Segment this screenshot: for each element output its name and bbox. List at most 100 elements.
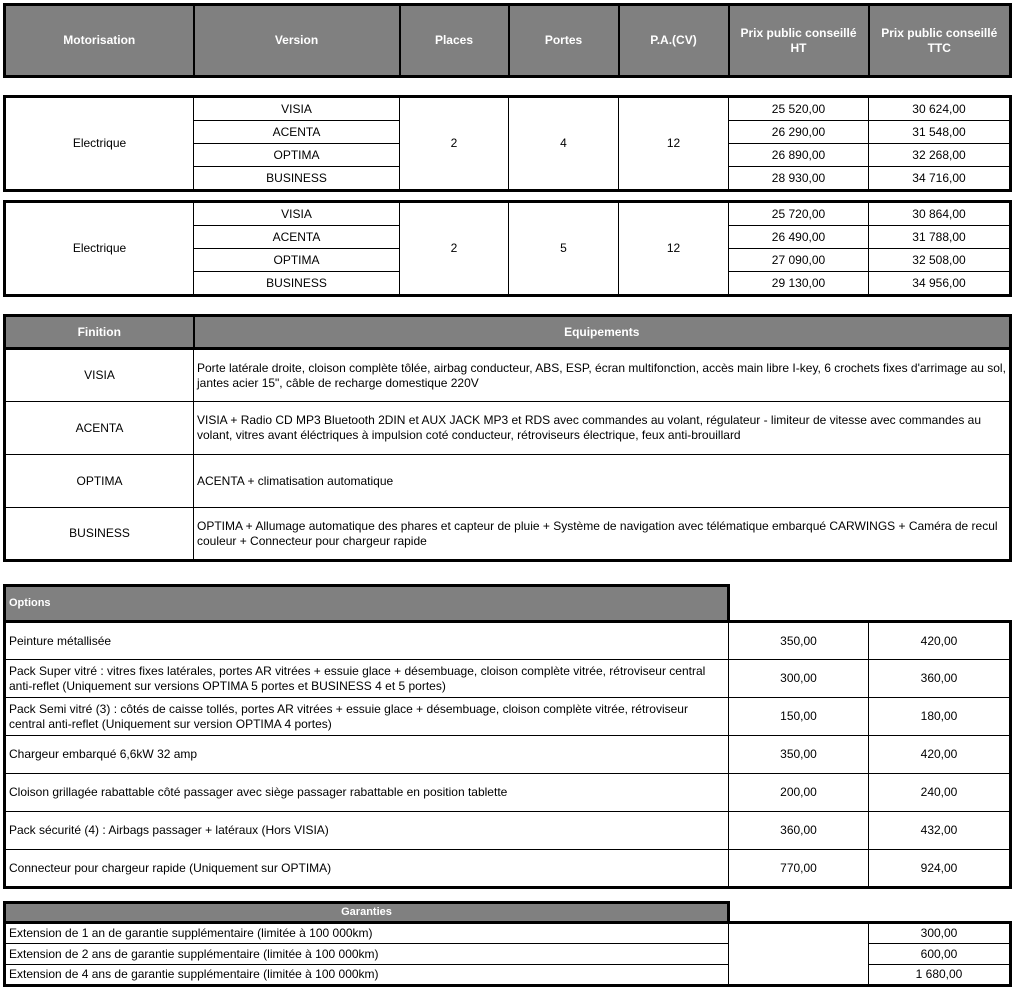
finition-cell: VISIA — [4, 348, 194, 402]
table-row: BUSINESS OPTIMA + Allumage automatique de… — [4, 507, 1011, 561]
option-ht: 350,00 — [728, 735, 869, 774]
option-label: Cloison grillagée rabattable côté passag… — [3, 773, 729, 812]
price-header-table: Motorisation Version Places Portes P.A.(… — [3, 3, 1012, 78]
table-row: OPTIMA ACENTA + climatisation automatique — [4, 454, 1011, 508]
col-portes: Portes — [507, 3, 620, 78]
equipements-cell: OPTIMA + Allumage automatique des phares… — [193, 507, 1011, 561]
price-ht-cell: 25 520,00 — [728, 96, 869, 121]
price-group-5-portes: Electrique VISIA 2 5 12 25 720,00 30 864,00 ACE… — [3, 200, 1012, 297]
finition-cell: ACENTA — [4, 401, 194, 455]
option-label: Pack sécurité (4) : Airbags passager + l… — [3, 811, 729, 850]
price-ttc-cell: 31 788,00 — [868, 225, 1011, 249]
garantie-label: Extension de 2 ans de garantie supplémen… — [3, 943, 729, 965]
option-ttc: 924,00 — [868, 849, 1012, 889]
col-prix-ttc: Prix public conseillé TTC — [867, 3, 1012, 78]
option-label: Peinture métallisée — [3, 620, 729, 660]
options-header: Options — [3, 584, 730, 623]
table-row: Pack sécurité (4) : Airbags passager + l… — [3, 811, 1012, 850]
table-row: Extension de 4 ans de garantie supplémen… — [3, 964, 1012, 987]
col-motorisation: Motorisation — [3, 3, 195, 78]
table-row: Electrique VISIA 2 5 12 25 720,00 30 864,00 — [4, 201, 1011, 296]
price-ttc-cell: 34 956,00 — [868, 271, 1011, 296]
option-ht: 360,00 — [728, 811, 869, 850]
price-ttc-cell: 30 624,00 — [868, 96, 1011, 121]
col-version: Version — [192, 3, 401, 78]
table-row: BUSINESS 29 130,00 34 956,00 — [5, 271, 1011, 296]
price-ht-cell: 26 490,00 — [728, 225, 869, 249]
table-row: Cloison grillagée rabattable côté passag… — [3, 773, 1012, 812]
table-row: ACENTA 26 290,00 31 548,00 — [5, 120, 1011, 144]
option-ttc: 240,00 — [868, 773, 1012, 812]
table-row: Pack Super vitré : vitres fixes latérale… — [3, 659, 1012, 698]
price-ht-cell: 26 290,00 — [728, 120, 869, 144]
equipements-cell: Porte latérale droite, cloison complète … — [193, 348, 1011, 402]
price-ht-cell: 26 890,00 — [728, 143, 869, 167]
finitions-table: Finition Equipements VISIA Porte latérale… — [3, 314, 1012, 562]
table-row: VISIA Porte latérale droite, cloison comp… — [4, 348, 1011, 402]
portes-cell: 4 — [508, 96, 619, 191]
price-ttc-cell: 32 508,00 — [868, 248, 1011, 272]
version-cell: VISIA — [193, 96, 400, 121]
option-label: Connecteur pour chargeur rapide (Uniquem… — [3, 849, 729, 889]
option-label: Pack Super vitré : vitres fixes latérale… — [3, 659, 729, 698]
option-ht: 300,00 — [728, 659, 869, 698]
price-ttc-cell: 32 268,00 — [868, 143, 1011, 167]
table-row: Chargeur embarqué 6,6kW 32 amp 350,00 420,… — [3, 735, 1012, 774]
option-ht: 350,00 — [728, 620, 869, 660]
garantie-ttc: 1 680,00 — [868, 964, 1012, 987]
option-ttc: 420,00 — [868, 735, 1012, 774]
price-ht-cell: 25 720,00 — [728, 201, 869, 226]
version-cell: BUSINESS — [193, 271, 400, 296]
equipements-cell: VISIA + Radio CD MP3 Bluetooth 2DIN et A… — [193, 401, 1011, 455]
table-row: Connecteur pour chargeur rapide (Uniquem… — [3, 849, 1012, 889]
blank — [728, 902, 1011, 923]
option-ttc: 180,00 — [868, 697, 1012, 736]
equipements-cell: ACENTA + climatisation automatique — [193, 454, 1011, 508]
places-cell: 2 — [399, 201, 509, 296]
col-equipements: Equipements — [192, 314, 1012, 350]
option-ttc: 432,00 — [868, 811, 1012, 850]
price-ttc-cell: 34 716,00 — [868, 166, 1011, 191]
option-ttc: 360,00 — [868, 659, 1012, 698]
portes-cell: 5 — [508, 201, 619, 296]
table-row: OPTIMA 27 090,00 32 508,00 — [5, 248, 1011, 272]
table-row: Pack Semi vitré (3) : côtés de caisse to… — [3, 697, 1012, 736]
option-ht: 200,00 — [728, 773, 869, 812]
option-ht: 770,00 — [728, 849, 869, 889]
table-row: Peinture métallisée 350,00 420,00 — [3, 620, 1012, 660]
table-row: Electrique VISIA 2 4 12 25 520,00 30 624,00 — [4, 96, 1011, 191]
price-ht-cell: 29 130,00 — [728, 271, 869, 296]
version-cell: VISIA — [193, 201, 400, 226]
price-ttc-cell: 30 864,00 — [868, 201, 1011, 226]
finition-cell: OPTIMA — [4, 454, 194, 508]
col-places: Places — [398, 3, 510, 78]
options-table: Options Peinture métallisée 350,00 420,00 P… — [3, 584, 1012, 889]
table-row: Extension de 1 an de garantie supplément… — [3, 921, 1012, 987]
col-prix-ht: Prix public conseillé HT — [727, 3, 870, 78]
places-cell: 2 — [399, 96, 509, 191]
price-group-4-portes: Electrique VISIA 2 4 12 25 520,00 30 624,00 ACE… — [3, 95, 1012, 192]
option-ttc: 420,00 — [868, 620, 1012, 660]
version-cell: OPTIMA — [193, 248, 400, 272]
col-finition: Finition — [3, 314, 195, 350]
motorisation-cell: Electrique — [4, 96, 194, 191]
garanties-header: Garanties — [3, 901, 730, 924]
garantie-ttc: 300,00 — [868, 921, 1012, 944]
finition-cell: BUSINESS — [4, 507, 194, 561]
blank — [728, 585, 1011, 622]
price-ht-cell: 28 930,00 — [728, 166, 869, 191]
garantie-label: Extension de 4 ans de garantie supplémen… — [3, 964, 729, 987]
garantie-ttc: 600,00 — [868, 943, 1012, 965]
price-ht-cell: 27 090,00 — [728, 248, 869, 272]
option-label: Pack Semi vitré (3) : côtés de caisse to… — [3, 697, 729, 736]
garanties-table: Garanties Extension de 1 an de garantie … — [3, 901, 1012, 987]
table-row: ACENTA VISIA + Radio CD MP3 Bluetooth 2DI… — [4, 401, 1011, 455]
table-row: ACENTA 26 490,00 31 788,00 — [5, 225, 1011, 249]
version-cell: ACENTA — [193, 120, 400, 144]
blank-cell — [728, 921, 869, 987]
motorisation-cell: Electrique — [4, 201, 194, 296]
price-ttc-cell: 31 548,00 — [868, 120, 1011, 144]
option-label: Chargeur embarqué 6,6kW 32 amp — [3, 735, 729, 774]
pa-cell: 12 — [618, 96, 729, 191]
col-pa: P.A.(CV) — [617, 3, 730, 78]
